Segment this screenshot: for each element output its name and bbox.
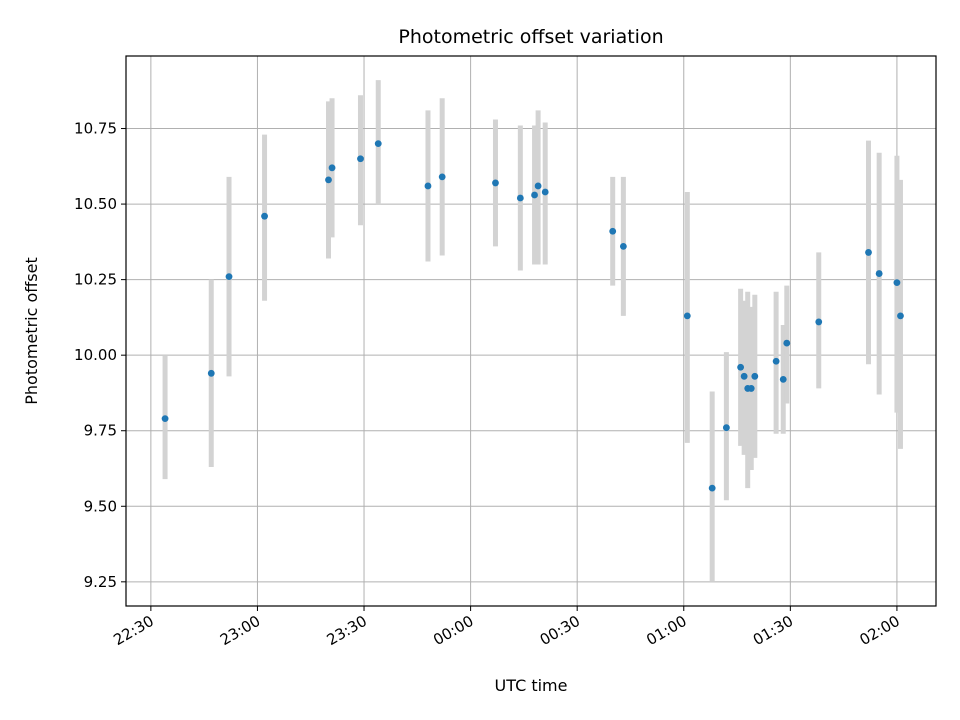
data-point <box>619 242 627 250</box>
y-tick-label: 10.25 <box>74 271 117 289</box>
data-point <box>374 140 382 148</box>
y-tick-label: 10.75 <box>74 120 117 138</box>
data-point <box>161 415 169 423</box>
data-point <box>751 372 759 380</box>
data-point <box>325 176 332 184</box>
data-point <box>357 155 364 163</box>
chart-title: Photometric offset variation <box>398 26 663 48</box>
data-point <box>207 369 215 377</box>
y-tick-label: 9.50 <box>84 497 117 515</box>
data-points <box>161 140 904 492</box>
data-point <box>683 312 691 320</box>
data-point <box>815 318 823 326</box>
data-point <box>438 173 446 181</box>
x-axis-title: UTC time <box>495 676 568 695</box>
data-point <box>737 363 745 371</box>
y-tick-label: 9.25 <box>84 573 117 591</box>
y-tick-label: 10.50 <box>74 195 117 213</box>
data-point <box>875 270 883 277</box>
data-point <box>747 385 755 392</box>
data-point <box>740 372 748 380</box>
data-point <box>865 249 872 256</box>
y-tick-label: 10.00 <box>74 346 117 364</box>
data-point <box>897 312 904 320</box>
data-point <box>225 273 233 281</box>
data-point <box>534 182 542 190</box>
plot-frame <box>125 55 937 607</box>
data-point <box>531 191 538 199</box>
y-axis-title: Photometric offset <box>22 257 41 405</box>
data-point <box>609 227 617 235</box>
data-point <box>516 194 524 202</box>
grid <box>126 56 936 606</box>
y-tick-label: 9.75 <box>84 422 117 440</box>
data-point <box>492 179 499 187</box>
data-point <box>424 182 432 190</box>
data-point <box>261 212 268 220</box>
data-point <box>779 375 787 383</box>
data-point <box>722 424 730 432</box>
data-point <box>772 357 780 365</box>
y-axis: 9.25 9.50 9.75 10.00 10.25 10.50 10.75 <box>74 120 126 591</box>
data-point <box>708 484 716 492</box>
data-point <box>541 188 549 196</box>
data-point <box>328 164 336 172</box>
data-point <box>783 339 791 347</box>
data-point <box>893 279 901 287</box>
